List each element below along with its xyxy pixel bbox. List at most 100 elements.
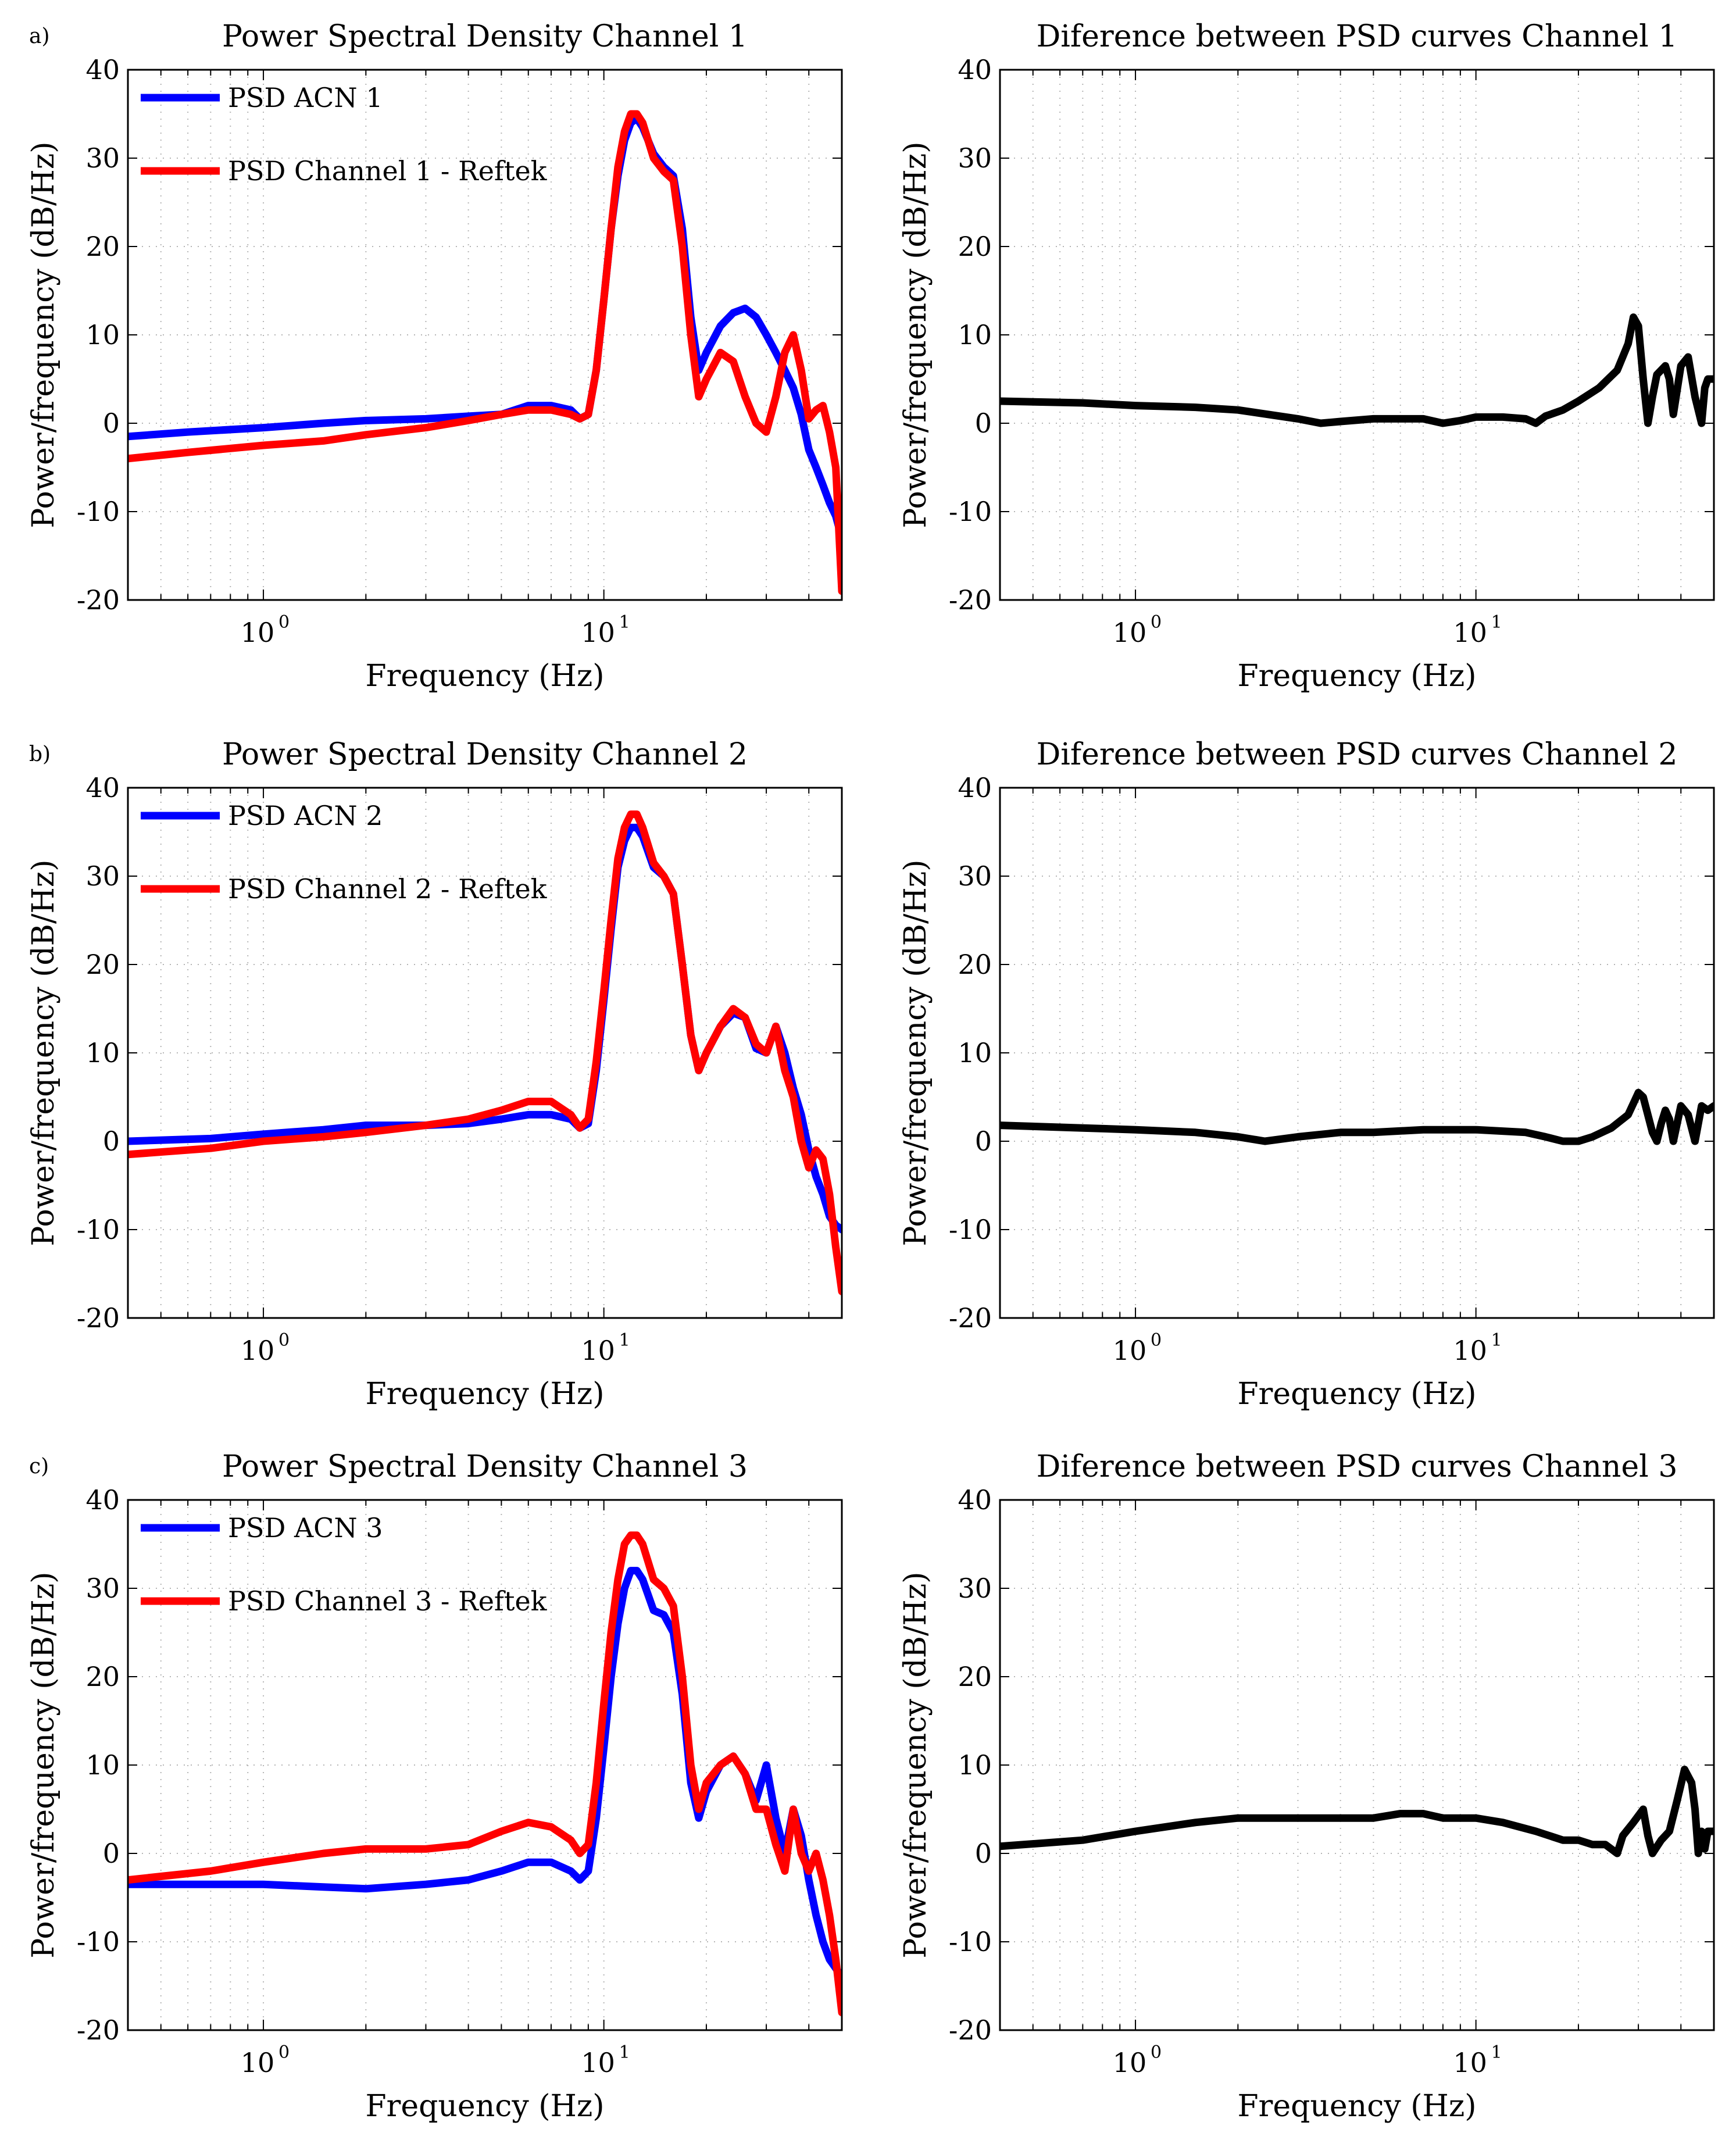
x-axis-label: Frequency (Hz) [1237, 659, 1476, 694]
y-axis-label: Power/frequency (dB/Hz) [898, 1571, 933, 1958]
x-tick-label: 10 [581, 2047, 615, 2078]
x-tick-label: 10 [1453, 617, 1487, 648]
x-tick-label: 10 [241, 1335, 275, 1366]
y-tick-label: -10 [949, 496, 992, 527]
y-tick-label: 40 [958, 772, 992, 803]
y-tick-label: 30 [958, 860, 992, 892]
legend-entry: PSD ACN 1 [228, 82, 383, 113]
x-tick-label: 10 [1113, 2047, 1147, 2078]
y-tick-label: 10 [85, 1749, 120, 1781]
series-group [128, 1531, 842, 2017]
x-tick-label: 10 [1113, 1335, 1147, 1366]
y-tick-label: -20 [77, 2014, 120, 2046]
y-tick-label: 40 [85, 772, 120, 803]
x-axis-label: Frequency (Hz) [365, 659, 604, 694]
y-tick-label: 20 [958, 949, 992, 980]
y-tick-label: -10 [77, 1926, 120, 1957]
y-tick-label: -20 [77, 1302, 120, 1334]
y-tick-label: 0 [975, 1126, 992, 1157]
x-tick-label: 10 [1453, 2047, 1487, 2078]
panel-label: c) [29, 1455, 49, 1478]
y-tick-label: 10 [958, 1749, 992, 1781]
x-tick-label: 10 [241, 2047, 275, 2078]
y-tick-label: 20 [85, 949, 120, 980]
x-tick-exponent: 0 [1151, 2042, 1162, 2063]
y-tick-label: 0 [975, 408, 992, 439]
series-line-psd-channel-3-reftek [128, 1531, 842, 2017]
y-axis-label: Power/frequency (dB/Hz) [898, 141, 933, 528]
chart-title: Diference between PSD curves Channel 2 [1037, 737, 1678, 772]
series-line-difference-channel-1 [1000, 313, 1714, 427]
x-tick-exponent: 1 [1491, 2042, 1502, 2063]
plot-frame [999, 69, 1715, 601]
y-tick-label: 20 [85, 1661, 120, 1692]
plot-area [128, 788, 842, 1318]
x-tick-exponent: 1 [619, 612, 630, 633]
series-line-psd-channel-1-reftek [128, 110, 842, 595]
y-tick-label: 0 [103, 1126, 120, 1157]
plot-frame [127, 787, 843, 1319]
plot-frame [127, 1499, 843, 2031]
chart-title: Diference between PSD curves Channel 1 [1037, 19, 1678, 54]
y-tick-label: 30 [958, 1573, 992, 1604]
y-tick-label: 10 [958, 319, 992, 351]
y-axis-label: Power/frequency (dB/Hz) [26, 859, 61, 1246]
chart-title: Power Spectral Density Channel 3 [222, 1449, 748, 1484]
y-tick-label: 40 [958, 54, 992, 85]
y-axis-label: Power/frequency (dB/Hz) [26, 141, 61, 528]
legend-entry: PSD ACN 3 [228, 1512, 383, 1544]
chart-title: Power Spectral Density Channel 2 [222, 737, 748, 772]
y-tick-label: -10 [949, 1214, 992, 1245]
series-group [1000, 1088, 1714, 1145]
plot-frame [999, 1499, 1715, 2031]
plot-frame [127, 69, 843, 601]
plot-area [128, 70, 842, 600]
y-tick-label: 20 [85, 231, 120, 262]
y-tick-label: 20 [958, 1661, 992, 1692]
series-line-difference-channel-2 [1000, 1088, 1714, 1145]
x-tick-label: 10 [241, 617, 275, 648]
y-tick-label: -10 [949, 1926, 992, 1957]
y-tick-label: -20 [949, 2014, 992, 2046]
y-tick-label: 0 [103, 408, 120, 439]
legend-entry: PSD Channel 3 - Reftek [228, 1585, 548, 1617]
x-tick-label: 10 [581, 1335, 615, 1366]
y-tick-label: -20 [77, 584, 120, 616]
x-tick-exponent: 1 [1491, 612, 1502, 633]
y-tick-label: -20 [949, 584, 992, 616]
series-group [128, 810, 842, 1295]
y-tick-label: 30 [958, 142, 992, 174]
y-tick-label: 0 [103, 1838, 120, 1869]
series-line-psd-channel-2-reftek [128, 810, 842, 1295]
y-axis-label: Power/frequency (dB/Hz) [898, 859, 933, 1246]
y-tick-label: 10 [85, 319, 120, 351]
y-tick-label: 40 [85, 54, 120, 85]
x-tick-exponent: 1 [619, 2042, 630, 2063]
chart-title: Power Spectral Density Channel 1 [222, 19, 748, 54]
x-axis-label: Frequency (Hz) [1237, 1377, 1476, 1412]
panel-label: b) [29, 742, 51, 766]
legend-entry: PSD Channel 2 - Reftek [228, 873, 548, 905]
x-tick-exponent: 1 [1491, 1330, 1502, 1351]
y-tick-label: 40 [958, 1484, 992, 1516]
x-tick-exponent: 1 [619, 1330, 630, 1351]
y-tick-label: 10 [85, 1037, 120, 1069]
y-tick-label: -20 [949, 1302, 992, 1334]
series-group [1000, 313, 1714, 427]
y-tick-label: 10 [958, 1037, 992, 1069]
y-tick-label: 30 [85, 860, 120, 892]
y-tick-label: 30 [85, 142, 120, 174]
x-tick-label: 10 [1113, 617, 1147, 648]
y-tick-label: 0 [975, 1838, 992, 1869]
y-tick-label: 30 [85, 1573, 120, 1604]
panel-label: a) [29, 24, 50, 48]
series-group [1000, 1766, 1714, 1857]
x-tick-exponent: 0 [1151, 612, 1162, 633]
y-axis-label: Power/frequency (dB/Hz) [26, 1571, 61, 1958]
x-tick-exponent: 0 [278, 1330, 290, 1351]
